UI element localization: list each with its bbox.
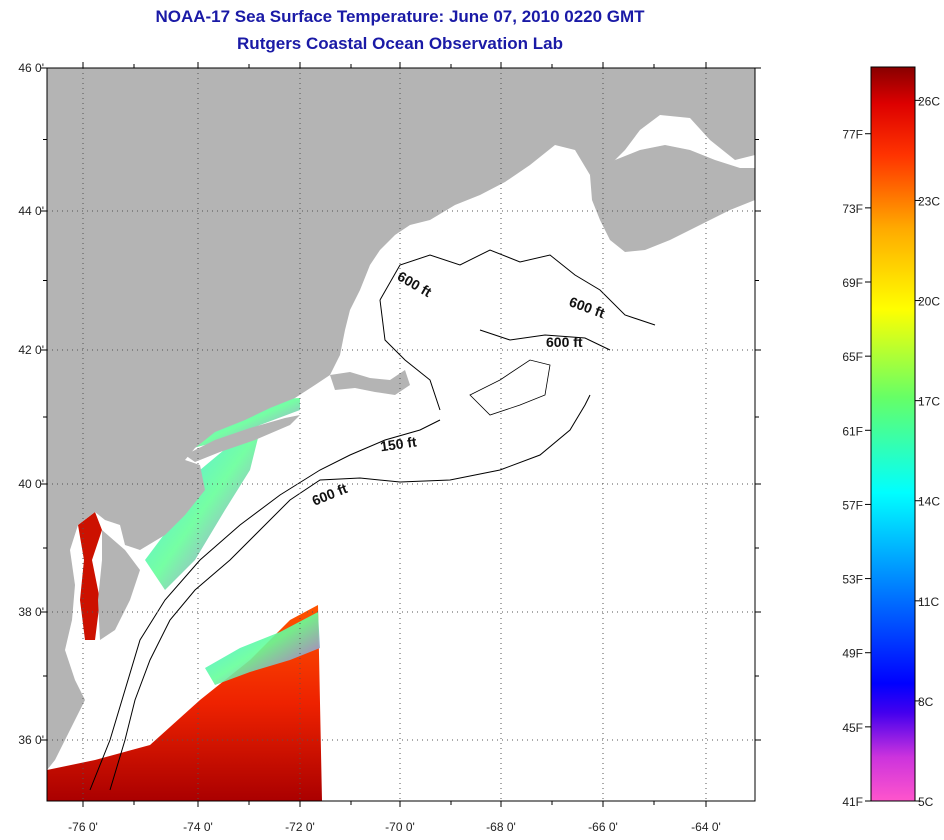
colorbar-c-label: 23C [918,194,940,208]
lat-label: 40 0' [18,477,44,491]
colorbar-f-label: 49F [842,647,863,661]
lon-label: -70 0' [385,820,415,834]
land-mass [47,68,755,770]
colorbar-c-label: 20C [918,295,940,309]
sst-warm-swath [47,605,322,801]
colorbar-f-label: 77F [842,128,863,142]
lat-label: 46 0' [18,61,44,75]
contour-600ft-gulf [379,249,656,411]
colorbar-f-label: 69F [842,276,863,290]
map-frame [46,67,756,802]
contour-600ft-shelf [109,394,591,791]
sst-long-island-sound [185,398,300,450]
colorbar-c-label: 8C [918,695,934,709]
lat-label: 38 0' [18,605,44,619]
colorbar-f-label: 45F [842,721,863,735]
lat-label: 44 0' [18,204,44,218]
map-subtitle: Rutgers Coastal Ocean Observation Lab [237,34,563,53]
lon-label: -74 0' [183,820,213,834]
lat-label: 42 0' [18,343,44,357]
contour-150ft [89,419,441,791]
sst-cool-band [205,612,320,685]
colorbar-f-label: 65F [842,350,863,364]
land-cape-cod [330,370,410,395]
colorbar [870,66,916,802]
land-nova-scotia [590,145,755,252]
colorbar-f-label: 41F [842,795,863,809]
contour-label-600-c: 600 ft [546,334,583,350]
lon-label: -72 0' [285,820,315,834]
colorbar-c-label: 5C [918,795,934,809]
contour-label-150: 150 ft [379,433,418,454]
land-delmarva [98,530,140,640]
sst-coastal-shelf [145,430,260,590]
colorbar-c-label: 11C [918,595,939,609]
land-long-island [185,415,300,462]
map-title: NOAA-17 Sea Surface Temperature: June 07… [155,7,645,26]
colorbar-f-label: 57F [842,498,863,512]
map-grid [47,68,755,801]
lon-label: -68 0' [486,820,516,834]
colorbar-c-label: 14C [918,495,940,509]
colorbar-c-label: 26C [918,94,940,108]
lon-label: -64 0' [691,820,721,834]
lat-label: 36 0' [18,733,44,747]
lon-label: -76 0' [68,820,98,834]
colorbar-c-label: 17C [918,395,940,409]
colorbar-f-label: 53F [842,573,863,587]
colorbar-f-label: 73F [842,202,863,216]
colorbar-f-label: 61F [842,424,863,438]
sst-chesapeake [78,512,102,640]
contour-georges-bank [469,359,551,416]
lon-label: -66 0' [588,820,618,834]
